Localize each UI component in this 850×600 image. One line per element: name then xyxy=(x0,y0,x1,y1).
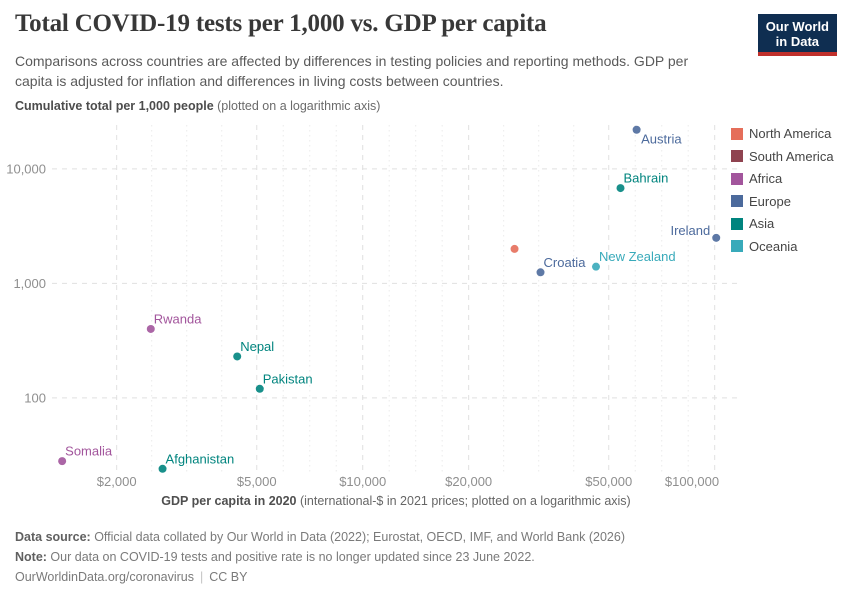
point-label-nepal: Nepal xyxy=(240,339,274,354)
point-label-somalia: Somalia xyxy=(65,444,113,459)
point-afghanistan[interactable] xyxy=(158,464,167,473)
page-title: Total COVID-19 tests per 1,000 vs. GDP p… xyxy=(15,10,547,37)
legend-swatch xyxy=(731,127,743,140)
legend-swatch xyxy=(731,217,743,230)
attribution-line: OurWorldinData.org/coronavirus | CC BY xyxy=(15,567,625,587)
y-axis-title: Cumulative total per 1,000 people (plott… xyxy=(15,99,380,113)
legend-item-europe[interactable]: Europe xyxy=(731,194,834,209)
x-axis-title-note: (international-$ in 2021 prices; plotted… xyxy=(296,494,631,508)
x-tick-label: $10,000 xyxy=(339,474,386,489)
x-tick-label: $2,000 xyxy=(97,474,137,489)
legend-swatch xyxy=(731,172,743,185)
note-label: Note: xyxy=(15,550,47,564)
legend-label: Oceania xyxy=(749,238,798,254)
point-bahrain[interactable] xyxy=(616,184,625,193)
point-label-rwanda: Rwanda xyxy=(154,311,202,326)
point-austria[interactable] xyxy=(632,125,641,134)
point-somalia[interactable] xyxy=(58,457,67,466)
point-label-bahrain: Bahrain xyxy=(624,171,669,186)
x-axis-title-bold: GDP per capita in 2020 xyxy=(161,494,297,508)
y-tick-label: 1,000 xyxy=(13,276,46,291)
legend-item-north-america[interactable]: North America xyxy=(731,126,834,141)
x-axis-title: GDP per capita in 2020 (international-$ … xyxy=(52,494,740,508)
point-label-croatia: Croatia xyxy=(544,255,587,270)
logo-line-1: Our World xyxy=(765,19,829,34)
legend-swatch xyxy=(731,150,743,162)
license-text: CC BY xyxy=(209,570,248,584)
y-tick-label: 10,000 xyxy=(6,161,46,176)
point-label-pakistan: Pakistan xyxy=(263,371,313,386)
chart-subtitle: Comparisons across countries are affecte… xyxy=(15,53,689,89)
separator: | xyxy=(200,570,204,584)
point-new-zealand[interactable] xyxy=(591,262,600,271)
data-source-text: Official data collated by Our World in D… xyxy=(90,530,625,544)
legend-swatch xyxy=(731,240,743,252)
legend-item-asia[interactable]: Asia xyxy=(731,216,834,231)
chart-footer: Data source: Official data collated by O… xyxy=(15,527,625,587)
note-line: Note: Our data on COVID-19 tests and pos… xyxy=(15,547,625,567)
point-nepal[interactable] xyxy=(233,352,242,361)
point-pakistan[interactable] xyxy=(255,384,264,393)
data-source-label: Data source: xyxy=(15,530,91,544)
legend-item-south-america[interactable]: South America xyxy=(731,149,834,164)
data-source-line: Data source: Official data collated by O… xyxy=(15,527,625,547)
legend-label: Europe xyxy=(749,193,791,209)
legend-label: North America xyxy=(749,126,832,141)
legend-item-africa[interactable]: Africa xyxy=(731,171,834,186)
x-tick-label: $5,000 xyxy=(237,474,277,489)
legend: North America South America Africa Europe As… xyxy=(731,126,834,261)
owid-url[interactable]: OurWorldinData.org/coronavirus xyxy=(15,570,195,584)
note-text: Our data on COVID-19 tests and positive … xyxy=(46,550,535,564)
y-tick-label: 100 xyxy=(24,390,46,405)
legend-swatch xyxy=(731,195,743,207)
owid-logo[interactable]: Our World in Data xyxy=(757,14,837,56)
legend-label: South America xyxy=(749,148,834,164)
point-unlabeled-north-america[interactable] xyxy=(510,244,519,253)
point-label-new-zealand: New Zealand xyxy=(599,249,676,264)
logo-line-2: in Data xyxy=(775,34,820,49)
x-tick-label: $20,000 xyxy=(445,474,492,489)
legend-label: Asia xyxy=(749,216,775,231)
point-label-ireland: Ireland xyxy=(670,223,710,238)
x-tick-label: $100,000 xyxy=(665,474,719,489)
point-label-austria: Austria xyxy=(641,132,682,147)
legend-item-oceania[interactable]: Oceania xyxy=(731,239,834,254)
point-croatia[interactable] xyxy=(536,268,545,277)
point-label-afghanistan: Afghanistan xyxy=(166,451,235,466)
point-rwanda[interactable] xyxy=(146,324,155,333)
y-axis-title-note: (plotted on a logarithmic axis) xyxy=(213,99,381,113)
legend-label: Africa xyxy=(749,171,783,186)
x-tick-label: $50,000 xyxy=(585,474,632,489)
y-axis-title-bold: Cumulative total per 1,000 people xyxy=(15,99,214,113)
point-ireland[interactable] xyxy=(712,233,721,242)
